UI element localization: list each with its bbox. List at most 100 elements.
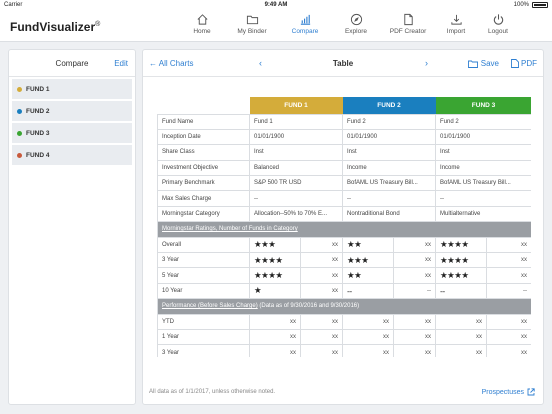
- table-cell: Inst: [248, 144, 344, 161]
- table-cell: 01/01/1900: [342, 128, 437, 146]
- section-title: Performance (Before Sales Charge) (Data …: [157, 298, 531, 315]
- row-label: 3 Year: [157, 344, 250, 357]
- nav-my-binder[interactable]: My Binder: [226, 13, 278, 35]
- status-bar: Carrier 9:49 AM 100%: [0, 0, 552, 10]
- fund-color-dot: [17, 86, 22, 92]
- fund-count: xx: [486, 267, 531, 284]
- table-row: 10 Year ★ xx -- -- -- --: [157, 282, 531, 300]
- edit-button[interactable]: Edit: [114, 59, 128, 68]
- power-icon: [493, 14, 503, 25]
- table-cell: Balanced: [248, 159, 344, 177]
- fund-count: xx: [393, 236, 437, 254]
- previous-chart-button[interactable]: ‹: [259, 58, 262, 68]
- table-cell: Multialternative: [435, 205, 531, 223]
- row-label: Fund Name: [157, 113, 250, 130]
- top-nav: FundVisualizer® Home My Binder Compare E…: [0, 10, 552, 42]
- sidebar-item-fund-1[interactable]: FUND 1: [12, 79, 132, 99]
- star-rating: ★★: [342, 267, 395, 284]
- sidebar-item-fund-4[interactable]: FUND 4: [12, 145, 132, 165]
- table-cell: xx: [342, 313, 395, 330]
- all-charts-button[interactable]: ← All Charts: [149, 59, 194, 68]
- table-cell: xx: [486, 344, 531, 357]
- row-label: Morningstar Category: [157, 205, 250, 223]
- fund-count: xx: [299, 252, 344, 269]
- table-cell: xx: [342, 344, 395, 357]
- sidebar-item-fund-2[interactable]: FUND 2: [12, 101, 132, 121]
- table-cell: xx: [486, 313, 531, 330]
- next-chart-button[interactable]: ›: [425, 58, 428, 68]
- table-row: 1 Year xx xx xx xx xx xx: [157, 328, 531, 346]
- table-cell: xx: [435, 344, 488, 357]
- fund-color-dot: [17, 152, 22, 158]
- star-rating: ★★★★: [435, 267, 488, 284]
- row-label: Max Sales Charge: [157, 190, 250, 207]
- compare-sidebar: Compare Edit FUND 1 FUND 2 FUND 3 FUND 4: [8, 49, 136, 405]
- star-rating: ★★★: [249, 236, 301, 254]
- table-cell: S&P 500 TR USD: [248, 175, 344, 192]
- fund-color-dot: [17, 108, 22, 114]
- nav-explore[interactable]: Explore: [330, 13, 382, 35]
- fund-3-header: FUND 3: [435, 97, 531, 114]
- row-label: 5 Year: [157, 267, 250, 284]
- nav-import[interactable]: Import: [430, 13, 482, 35]
- row-label: YTD: [157, 313, 250, 330]
- clock: 9:49 AM: [264, 2, 288, 8]
- app-logo: FundVisualizer®: [10, 20, 101, 34]
- page-title: Table: [332, 59, 354, 68]
- compass-icon: [350, 13, 362, 26]
- prospectuses-link[interactable]: Prospectuses: [482, 388, 535, 396]
- table-cell: Allocation--50% to 70% E...: [248, 205, 344, 223]
- table-cell: xx: [435, 328, 488, 346]
- star-rating: ★★★★: [249, 252, 301, 269]
- fund-count: xx: [486, 252, 531, 269]
- table-cell: 01/01/1900: [435, 128, 531, 146]
- battery-percent: 100%: [513, 2, 529, 8]
- pdf-button[interactable]: PDF: [511, 59, 537, 68]
- comparison-table: FUND 1 FUND 2 FUND 3 Fund Name Fund 1 Fund…: [157, 97, 531, 357]
- star-rating: ★★★★: [435, 236, 488, 254]
- table-cell: BofAML US Treasury Bill...: [342, 175, 437, 192]
- battery-status: 100%: [514, 2, 548, 8]
- table-cell: xx: [299, 344, 344, 357]
- table-cell: xx: [249, 313, 301, 330]
- external-link-icon: [527, 388, 535, 396]
- table-cell: Nontraditional Bond: [342, 205, 437, 223]
- table-cell: xx: [435, 313, 488, 330]
- table-row: Morningstar Category Allocation--50% to 7…: [157, 205, 531, 223]
- save-button[interactable]: Save: [467, 59, 499, 68]
- document-icon: [403, 13, 413, 26]
- sidebar-item-fund-3[interactable]: FUND 3: [12, 123, 132, 143]
- carrier-label: Carrier: [4, 2, 23, 8]
- fund-count: xx: [299, 236, 344, 254]
- fund-count: --: [393, 282, 437, 300]
- star-rating: --: [435, 282, 488, 300]
- table-cell: xx: [249, 344, 301, 357]
- row-label: Overall: [157, 236, 250, 254]
- table-cell: Fund 1: [248, 113, 344, 130]
- sidebar-header: Compare Edit: [9, 50, 135, 77]
- folder-icon: [246, 15, 258, 25]
- star-rating: --: [342, 282, 395, 300]
- table-row: Investment Objective Balanced Income Income: [157, 159, 531, 177]
- table-row: Share Class Inst Inst Inst: [157, 144, 531, 161]
- nav-home[interactable]: Home: [176, 13, 228, 35]
- section-header-performance: Performance (Before Sales Charge) (Data …: [157, 298, 531, 315]
- table-row: Overall ★★★ xx ★★ xx ★★★★ xx: [157, 236, 531, 254]
- nav-logout[interactable]: Logout: [472, 13, 524, 35]
- sidebar-title: Compare: [55, 59, 89, 68]
- table-cell: xx: [299, 313, 344, 330]
- comparison-table-scroll[interactable]: FUND 1 FUND 2 FUND 3 Fund Name Fund 1 Fund…: [157, 97, 531, 357]
- row-label: 3 Year: [157, 252, 250, 269]
- star-rating: ★: [249, 282, 301, 300]
- fund-header-row: FUND 1 FUND 2 FUND 3: [158, 97, 531, 114]
- row-label: 10 Year: [157, 282, 250, 300]
- nav-compare[interactable]: Compare: [279, 13, 331, 35]
- import-icon: [450, 14, 462, 25]
- nav-pdf-creator[interactable]: PDF Creator: [382, 13, 434, 35]
- table-row: Primary Benchmark S&P 500 TR USD BofAML US…: [157, 175, 531, 192]
- section-header-ratings: Morningstar Ratings, Number of Funds in …: [157, 221, 531, 238]
- table-row: Max Sales Charge -- -- --: [157, 190, 531, 207]
- bar-chart-icon: [300, 14, 310, 25]
- document-icon: [511, 59, 519, 68]
- main-panel: ← All Charts ‹ Table › Save PDF FUND 1 F…: [142, 49, 544, 405]
